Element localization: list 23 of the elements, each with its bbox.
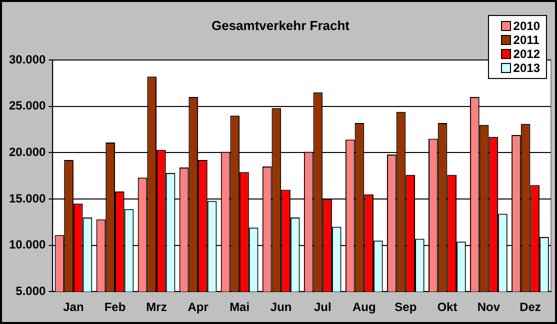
chart-title: Gesamtverkehr Fracht: [211, 18, 350, 33]
y-tick-label: 20.000: [9, 144, 46, 159]
x-tick-label: Dez: [520, 300, 541, 314]
y-tick-label: 25.000: [9, 98, 46, 113]
x-tick-label: Aug: [352, 300, 376, 314]
x-tick-label: Jul: [314, 300, 332, 314]
legend-label: 2013: [513, 61, 540, 75]
x-tick-label: Jan: [63, 300, 84, 314]
x-tick-label: Mai: [230, 300, 250, 314]
x-tick-label: Mrz: [146, 300, 167, 314]
x-tick-label: Nov: [477, 300, 500, 314]
x-tick-label: Feb: [104, 300, 126, 314]
y-tick-label: 5.000: [16, 284, 46, 298]
x-tick-label: Sep: [394, 300, 417, 314]
x-tick-label: Apr: [188, 300, 209, 314]
legend-label: 2012: [513, 47, 540, 61]
y-tick-label: 15.000: [9, 191, 46, 206]
legend-label: 2010: [513, 19, 540, 33]
legend-label: 2011: [513, 33, 540, 47]
x-tick-label: Okt: [437, 300, 458, 314]
y-tick-label: 10.000: [9, 238, 46, 252]
x-tick-label: Jun: [270, 300, 292, 314]
y-tick-label: 30.000: [9, 52, 46, 66]
